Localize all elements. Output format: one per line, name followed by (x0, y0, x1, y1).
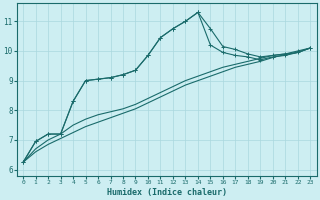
X-axis label: Humidex (Indice chaleur): Humidex (Indice chaleur) (107, 188, 227, 197)
